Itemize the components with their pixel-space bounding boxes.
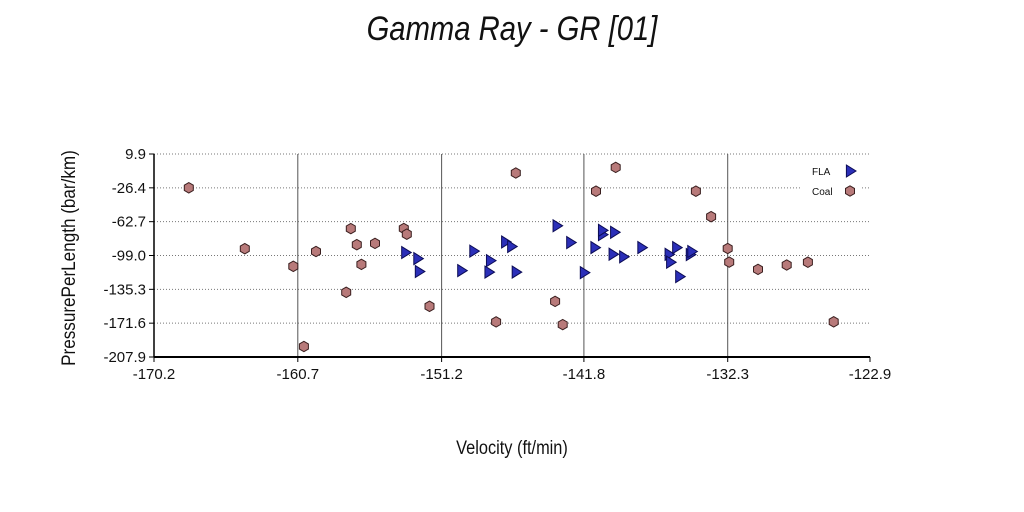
legend-marker-fla — [845, 164, 857, 178]
data-marks — [183, 161, 839, 353]
fla-point — [608, 247, 620, 262]
fla-point — [566, 235, 578, 250]
coal-point — [351, 238, 362, 251]
coal-point — [724, 256, 735, 268]
chart-title: Gamma Ray - GR [01] — [366, 10, 658, 48]
x-tick-label: -151.2 — [420, 366, 463, 383]
fla-point — [579, 265, 591, 280]
y-tick-label: -99.0 — [112, 248, 146, 265]
fla-point — [485, 253, 497, 268]
coal-point — [828, 316, 839, 328]
coal-point — [288, 260, 299, 273]
legend: FLA Coal — [802, 158, 862, 202]
coal-point — [550, 295, 561, 308]
coal-point — [239, 242, 250, 255]
coal-point — [356, 258, 367, 271]
coal-point — [753, 263, 763, 276]
coal-point — [510, 167, 521, 179]
coal-point — [401, 228, 412, 240]
fla-point — [457, 263, 469, 278]
fla-point — [413, 251, 425, 266]
x-tick-label: -160.7 — [277, 366, 320, 383]
fla-point — [687, 244, 699, 259]
x-axis-title: Velocity (ft/min) — [456, 438, 568, 459]
fla-point — [619, 249, 631, 264]
y-tick-label: 9.9 — [125, 146, 146, 163]
y-tick-label: -62.7 — [112, 214, 146, 231]
coal-point — [802, 256, 813, 268]
grid-lines — [154, 153, 870, 357]
x-tick-label: -132.3 — [706, 366, 749, 383]
fla-point — [637, 240, 649, 255]
coal-point — [345, 222, 356, 235]
y-tick-label: -135.3 — [103, 281, 146, 298]
x-tick-label: -141.8 — [563, 366, 606, 383]
coal-point — [370, 237, 380, 250]
coal-point — [781, 259, 792, 271]
fla-point — [484, 265, 496, 279]
coal-point — [341, 286, 352, 299]
coal-point — [183, 182, 194, 194]
fla-point — [666, 255, 678, 270]
fla-point — [610, 225, 622, 240]
fla-point — [552, 218, 564, 233]
coal-point — [706, 210, 717, 223]
fla-point — [507, 239, 519, 254]
legend-label: Coal — [812, 187, 833, 198]
fla-point — [401, 245, 413, 260]
fla-point — [414, 264, 426, 279]
y-tick-label: -171.6 — [103, 315, 146, 332]
legend-marker-coal — [845, 185, 855, 197]
fla-point — [675, 269, 687, 284]
coal-point — [491, 316, 502, 328]
fla-point — [672, 240, 684, 255]
y-tick-label: -207.9 — [103, 349, 146, 366]
axes — [149, 153, 871, 362]
y-tick-label: -26.4 — [112, 180, 146, 197]
tick-labels: 9.9 -26.4 -62.7 -99.0 -135.3 -171.6 -207.9-170… — [103, 146, 891, 383]
fla-point — [511, 265, 523, 279]
coal-point — [690, 185, 701, 197]
coal-point — [298, 340, 309, 353]
coal-point — [424, 300, 435, 313]
x-tick-label: -122.9 — [849, 366, 892, 383]
coal-point — [722, 242, 733, 255]
coal-point — [610, 161, 621, 174]
fla-point — [597, 223, 610, 238]
legend-label: FLA — [812, 167, 831, 178]
fla-point — [590, 240, 602, 255]
coal-point — [591, 185, 601, 197]
coal-point — [311, 245, 321, 258]
coal-point — [557, 318, 568, 331]
fla-point — [501, 235, 513, 249]
x-tick-label: -170.2 — [133, 366, 176, 383]
fla-point — [469, 244, 481, 259]
